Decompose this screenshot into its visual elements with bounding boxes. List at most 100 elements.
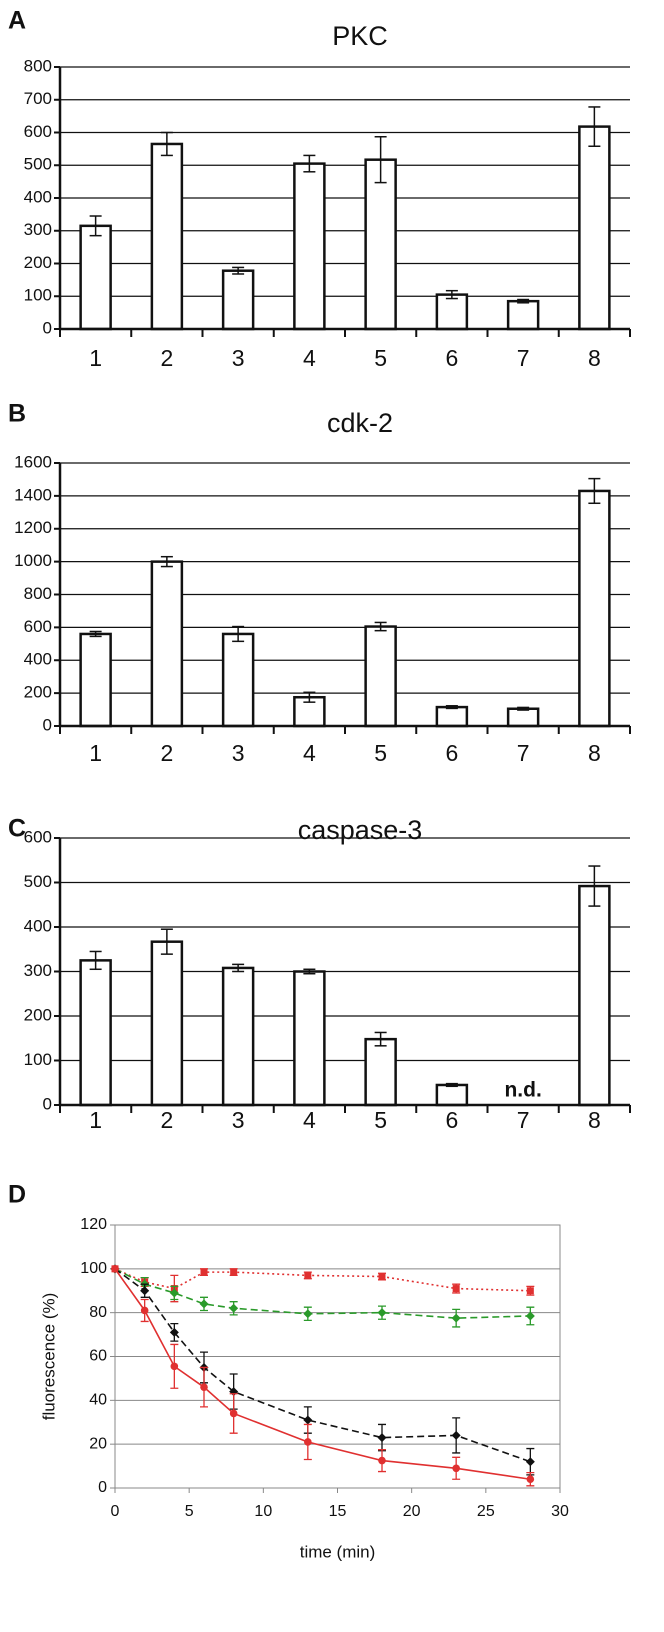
y-tick-label: 1000 (14, 551, 52, 570)
marker (111, 1265, 119, 1273)
error-bar (374, 136, 387, 184)
y-axis-label: fluorescence (%) (39, 1293, 58, 1421)
y-tick-label: 400 (24, 916, 52, 935)
y-tick-label: 0 (43, 1094, 52, 1113)
error-bar (588, 477, 601, 505)
y-tick-label: 700 (24, 89, 52, 108)
y-tick-label: 400 (24, 650, 52, 669)
bar (506, 707, 540, 728)
y-tick-label: 600 (24, 827, 52, 846)
marker (304, 1438, 312, 1446)
x-tick-label: 5 (185, 1503, 194, 1520)
x-tick-label: 20 (403, 1503, 421, 1520)
x-tick-label: 7 (517, 345, 530, 371)
bar (150, 940, 184, 1107)
bar (79, 632, 112, 728)
error-bar (303, 691, 316, 703)
marker (169, 1288, 179, 1298)
bar (578, 489, 611, 728)
y-tick-label: 500 (24, 872, 52, 891)
x-tick-label: 5 (374, 345, 387, 371)
panel-letter: C (8, 815, 26, 843)
x-axis-label: time (min) (300, 1542, 376, 1561)
x-tick-label: 2 (160, 1107, 173, 1133)
error-bar (374, 1031, 387, 1047)
x-tick-label: 6 (445, 740, 458, 766)
marker (140, 1286, 150, 1296)
y-tick-label: 500 (24, 155, 52, 174)
bar (79, 959, 112, 1107)
marker (200, 1268, 208, 1276)
y-tick-label: 0 (43, 318, 52, 337)
bar (435, 705, 469, 728)
x-tick-label: 2 (160, 345, 173, 371)
x-tick-label: 2 (160, 740, 173, 766)
x-tick-label: 3 (232, 345, 245, 371)
x-tick-label: 4 (303, 740, 316, 766)
error-bar (232, 625, 245, 643)
marker (378, 1273, 386, 1281)
bar (150, 560, 184, 728)
error-bar (303, 968, 316, 975)
error-bar (160, 131, 173, 157)
x-tick-label: 1 (89, 345, 102, 371)
marker (377, 1433, 387, 1443)
marker (229, 1303, 239, 1313)
chart-title: caspase-3 (298, 815, 423, 845)
y-tick-label: 800 (24, 584, 52, 603)
y-tick-label: 100 (24, 1050, 52, 1069)
panel-letter: B (8, 400, 26, 428)
x-tick-label: 25 (477, 1503, 495, 1520)
y-tick-label: 200 (24, 1005, 52, 1024)
bar (221, 966, 255, 1107)
y-tick-label: 200 (24, 253, 52, 272)
bar (578, 125, 611, 331)
x-tick-label: 6 (445, 345, 458, 371)
x-tick-label: 1 (89, 740, 102, 766)
bar (293, 970, 326, 1107)
bar (364, 1037, 397, 1107)
error-bar (89, 630, 102, 638)
error-bar (588, 106, 601, 148)
marker (452, 1285, 460, 1293)
marker (451, 1430, 461, 1440)
marker (229, 1409, 238, 1418)
series-line (114, 1268, 531, 1463)
error-bar (445, 705, 458, 710)
marker (230, 1268, 238, 1276)
x-tick-label: 6 (445, 1107, 458, 1133)
error-bar (89, 950, 102, 971)
marker (526, 1287, 534, 1295)
marker (377, 1308, 387, 1318)
bar (221, 269, 255, 331)
y-tick-label: 300 (24, 220, 52, 239)
y-tick-label: 600 (24, 122, 52, 141)
x-tick-label: 7 (517, 740, 530, 766)
x-tick-label: 5 (374, 740, 387, 766)
bar (364, 625, 397, 728)
error-bar (445, 289, 458, 300)
bar (293, 162, 326, 331)
value-label: n.d. (504, 1079, 541, 1102)
error-bar (303, 154, 316, 173)
y-tick-label: 800 (24, 56, 52, 75)
error-bar (160, 928, 173, 955)
error-bar (517, 298, 530, 304)
error-bar (374, 621, 387, 632)
y-tick-label: 600 (24, 617, 52, 636)
marker (452, 1464, 460, 1473)
y-tick-label: 1600 (14, 452, 52, 471)
y-tick-label: 100 (80, 1260, 107, 1277)
y-tick-label: 1200 (14, 518, 52, 537)
bar (435, 1083, 469, 1107)
x-tick-label: 8 (588, 1107, 601, 1133)
y-tick-label: 20 (89, 1435, 107, 1452)
marker (303, 1309, 313, 1319)
y-tick-label: 400 (24, 187, 52, 206)
y-tick-label: 80 (89, 1304, 107, 1321)
error-bar (89, 215, 102, 237)
bar (364, 158, 397, 331)
x-tick-label: 4 (303, 1107, 316, 1133)
marker (526, 1475, 535, 1484)
x-tick-label: 5 (374, 1107, 387, 1133)
